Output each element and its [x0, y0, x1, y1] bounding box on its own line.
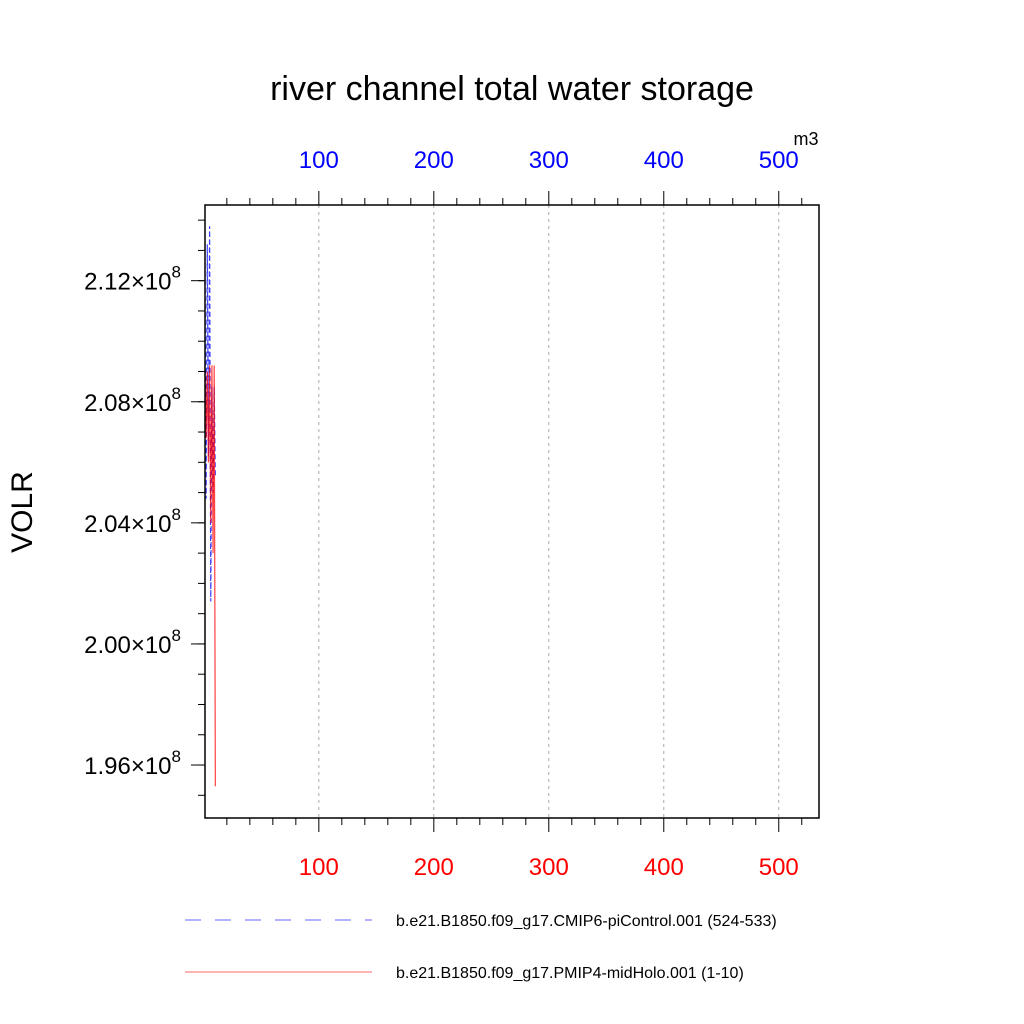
- legend: b.e21.B1850.f09_g17.CMIP6-piControl.001 …: [185, 913, 777, 982]
- series-layer: [204, 226, 216, 787]
- x-tick-label-bottom: 400: [644, 854, 684, 881]
- x-tick-label-top: 100: [299, 147, 339, 174]
- y-tick-label: 2.08×108: [84, 384, 181, 417]
- y-tick-label: 2.12×108: [84, 263, 181, 296]
- grid-lines: [318, 205, 780, 818]
- y-tick-label: 2.04×108: [84, 505, 181, 538]
- x-tick-label-top: 300: [529, 147, 569, 174]
- plot-frame: [204, 204, 820, 819]
- y-axis-label: VOLR: [6, 471, 39, 553]
- tick-labels: 100 100 200 200 300 300 400 400 500 500 1.96×108 2.…: [84, 147, 799, 881]
- x-tick-label-bottom: 100: [299, 854, 339, 881]
- units-label: m3: [793, 129, 818, 149]
- chart-title: river channel total water storage: [270, 70, 754, 108]
- x-tick-label-top: 200: [414, 147, 454, 174]
- legend-label-pi-control: b.e21.B1850.f09_g17.CMIP6-piControl.001 …: [396, 913, 777, 930]
- x-tick-label-bottom: 300: [529, 854, 569, 881]
- x-tick-label-top: 400: [644, 147, 684, 174]
- y-tick-label: 2.00×108: [84, 626, 181, 659]
- x-tick-label-bottom: 500: [759, 854, 799, 881]
- y-tick-label: 1.96×108: [84, 747, 181, 780]
- x-tick-label-bottom: 200: [414, 854, 454, 881]
- series-line-mid-holo: [204, 365, 216, 787]
- x-tick-label-top: 500: [759, 147, 799, 174]
- tick-marks: [191, 191, 803, 832]
- legend-label-mid-holo: b.e21.B1850.f09_g17.PMIP4-midHolo.001 (1…: [396, 965, 744, 982]
